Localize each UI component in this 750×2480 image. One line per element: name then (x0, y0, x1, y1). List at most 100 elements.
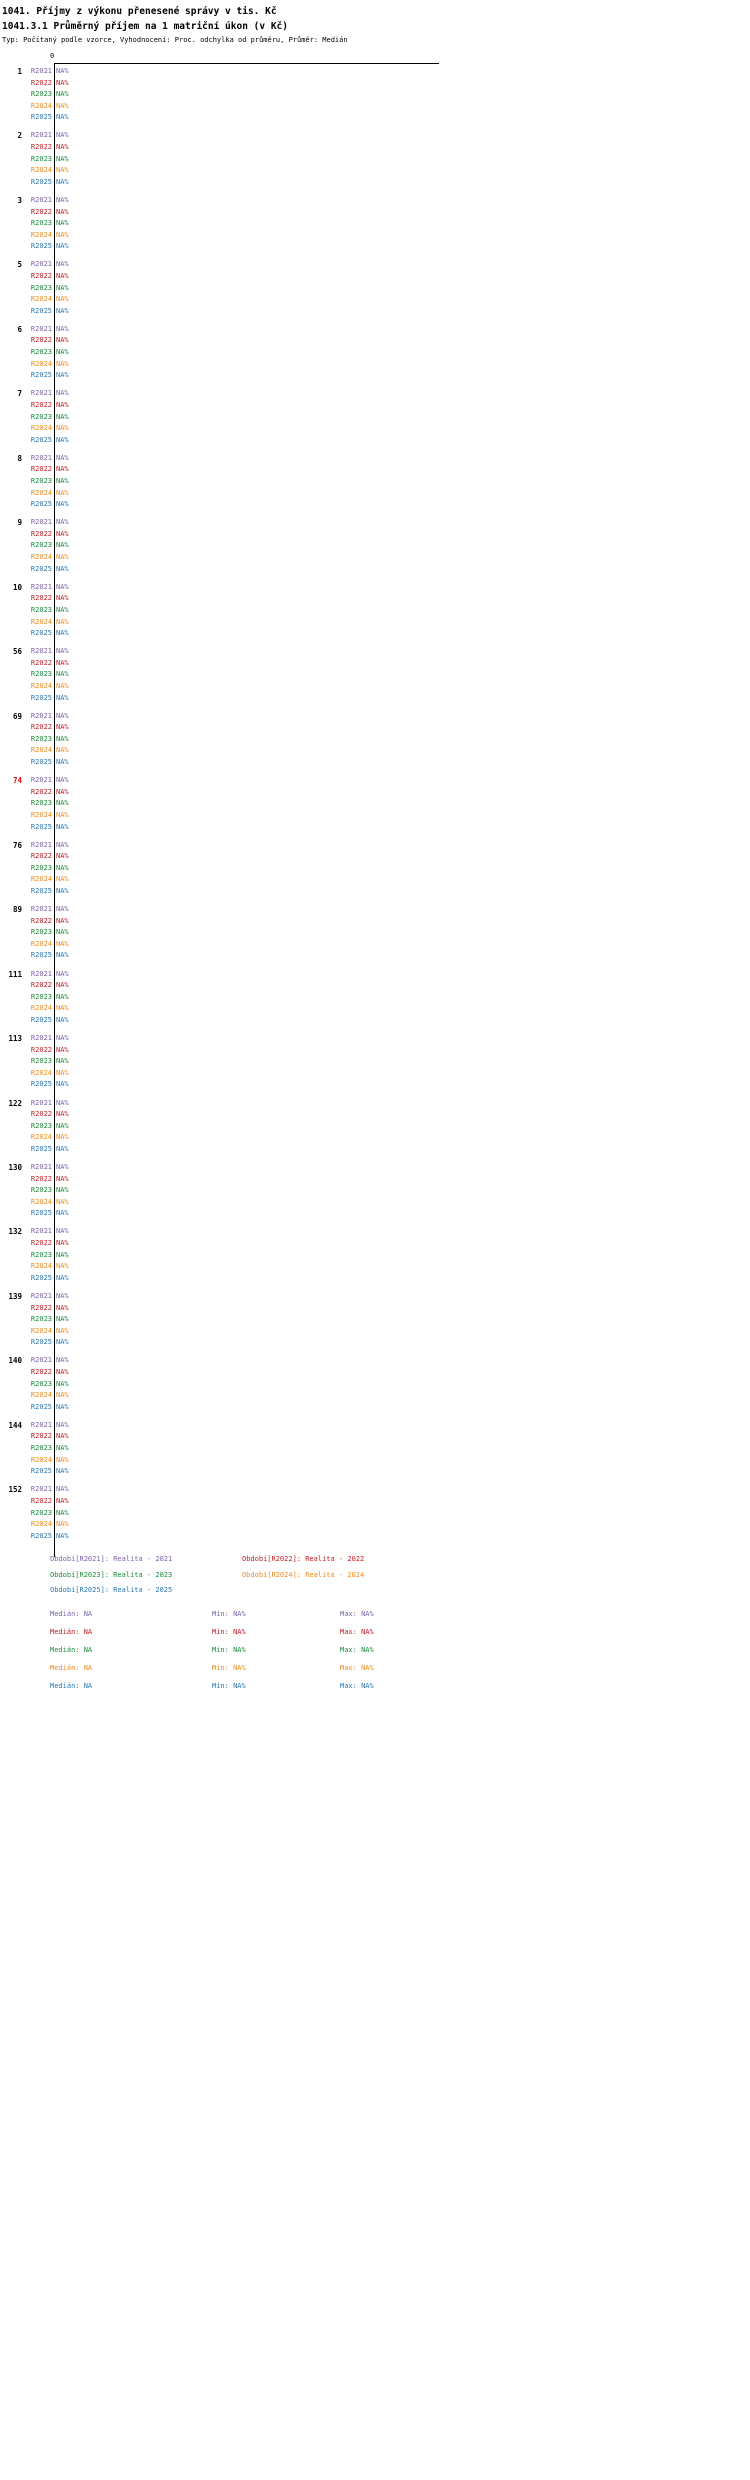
group-row[interactable]: R2025 NA% (0, 112, 750, 124)
group-row[interactable]: R2025 NA% (0, 950, 750, 962)
group-74[interactable]: 74 R2021 NA% R2022 NA% R2023 NA% R2024 NA% R2025 N… (0, 775, 750, 833)
group-140[interactable]: 140 R2021 NA% R2022 NA% R2023 NA% R2024 NA% R2025… (0, 1355, 750, 1413)
group-row[interactable]: R2023 NA% (0, 218, 750, 230)
group-row[interactable]: R2025 NA% (0, 1337, 750, 1349)
group-row[interactable]: R2025 NA% (0, 435, 750, 447)
group-row[interactable]: 5 R2021 NA% (0, 259, 750, 271)
group-row[interactable]: R2024 NA% (0, 101, 750, 113)
group-row[interactable]: 76 R2021 NA% (0, 840, 750, 852)
group-row[interactable]: R2023 NA% (0, 476, 750, 488)
group-row[interactable]: 130 R2021 NA% (0, 1162, 750, 1174)
group-row[interactable]: R2025 NA% (0, 1466, 750, 1478)
group-row[interactable]: R2023 NA% (0, 89, 750, 101)
group-row[interactable]: R2022 NA% (0, 1238, 750, 1250)
group-row[interactable]: R2023 NA% (0, 605, 750, 617)
group-row[interactable]: R2024 NA% (0, 874, 750, 886)
group-row[interactable]: R2024 NA% (0, 810, 750, 822)
group-row[interactable]: 9 R2021 NA% (0, 517, 750, 529)
group-152[interactable]: 152 R2021 NA% R2022 NA% R2023 NA% R2024 NA% R2025… (0, 1484, 750, 1542)
group-row[interactable]: R2022 NA% (0, 1045, 750, 1057)
group-row[interactable]: 139 R2021 NA% (0, 1291, 750, 1303)
group-row[interactable]: R2025 NA% (0, 1273, 750, 1285)
legend-entry[interactable]: Období[R2022]: Realita - 2022 (242, 1555, 365, 1564)
group-row[interactable]: 144 R2021 NA% (0, 1420, 750, 1432)
group-139[interactable]: 139 R2021 NA% R2022 NA% R2023 NA% R2024 NA% R2025… (0, 1291, 750, 1349)
group-111[interactable]: 111 R2021 NA% R2022 NA% R2023 NA% R2024 NA% R2025… (0, 969, 750, 1027)
group-row[interactable]: R2022 NA% (0, 207, 750, 219)
group-row[interactable]: R2024 NA% (0, 1132, 750, 1144)
group-row[interactable]: R2024 NA% (0, 294, 750, 306)
group-row[interactable]: 56 R2021 NA% (0, 646, 750, 658)
group-row[interactable]: R2023 NA% (0, 1508, 750, 1520)
group-row[interactable]: R2023 NA% (0, 863, 750, 875)
group-row[interactable]: 132 R2021 NA% (0, 1226, 750, 1238)
group-row[interactable]: R2023 NA% (0, 992, 750, 1004)
group-row[interactable]: R2022 NA% (0, 142, 750, 154)
group-row[interactable]: 89 R2021 NA% (0, 904, 750, 916)
group-6[interactable]: 6 R2021 NA% R2022 NA% R2023 NA% R2024 NA% R2025 NA… (0, 324, 750, 382)
group-56[interactable]: 56 R2021 NA% R2022 NA% R2023 NA% R2024 NA% R2025 N… (0, 646, 750, 704)
group-row[interactable]: R2024 NA% (0, 423, 750, 435)
group-row[interactable]: R2024 NA% (0, 745, 750, 757)
group-row[interactable]: R2023 NA% (0, 154, 750, 166)
group-row[interactable]: R2025 NA% (0, 693, 750, 705)
group-row[interactable]: R2025 NA% (0, 241, 750, 253)
group-row[interactable]: R2024 NA% (0, 1455, 750, 1467)
group-row[interactable]: 7 R2021 NA% (0, 388, 750, 400)
group-row[interactable]: 69 R2021 NA% (0, 711, 750, 723)
group-5[interactable]: 5 R2021 NA% R2022 NA% R2023 NA% R2024 NA% R2025 NA… (0, 259, 750, 317)
group-row[interactable]: R2023 NA% (0, 347, 750, 359)
group-row[interactable]: R2025 NA% (0, 370, 750, 382)
group-row[interactable]: R2025 NA% (0, 886, 750, 898)
group-row[interactable]: R2022 NA% (0, 1303, 750, 1315)
group-row[interactable]: 10 R2021 NA% (0, 582, 750, 594)
group-row[interactable]: R2025 NA% (0, 822, 750, 834)
group-row[interactable]: R2024 NA% (0, 939, 750, 951)
group-row[interactable]: R2024 NA% (0, 1068, 750, 1080)
group-row[interactable]: R2024 NA% (0, 617, 750, 629)
group-1[interactable]: 1 R2021 NA% R2022 NA% R2023 NA% R2024 NA% R2025 NA… (0, 66, 750, 124)
group-row[interactable]: R2024 NA% (0, 488, 750, 500)
group-3[interactable]: 3 R2021 NA% R2022 NA% R2023 NA% R2024 NA% R2025 NA… (0, 195, 750, 253)
group-row[interactable]: 74 R2021 NA% (0, 775, 750, 787)
group-row[interactable]: R2024 NA% (0, 359, 750, 371)
group-row[interactable]: R2023 NA% (0, 1056, 750, 1068)
group-row[interactable]: R2022 NA% (0, 1496, 750, 1508)
group-row[interactable]: R2022 NA% (0, 658, 750, 670)
group-9[interactable]: 9 R2021 NA% R2022 NA% R2023 NA% R2024 NA% R2025 NA… (0, 517, 750, 575)
group-132[interactable]: 132 R2021 NA% R2022 NA% R2023 NA% R2024 NA% R2025… (0, 1226, 750, 1284)
group-row[interactable]: R2023 NA% (0, 1314, 750, 1326)
group-row[interactable]: R2025 NA% (0, 1402, 750, 1414)
legend-entry[interactable]: Období[R2021]: Realita - 2021 (50, 1555, 173, 1564)
group-row[interactable]: R2023 NA% (0, 798, 750, 810)
group-130[interactable]: 130 R2021 NA% R2022 NA% R2023 NA% R2024 NA% R2025… (0, 1162, 750, 1220)
group-7[interactable]: 7 R2021 NA% R2022 NA% R2023 NA% R2024 NA% R2025 NA… (0, 388, 750, 446)
group-122[interactable]: 122 R2021 NA% R2022 NA% R2023 NA% R2024 NA% R2025… (0, 1098, 750, 1156)
group-row[interactable]: R2022 NA% (0, 593, 750, 605)
group-row[interactable]: R2023 NA% (0, 669, 750, 681)
group-row[interactable]: R2025 NA% (0, 564, 750, 576)
group-row[interactable]: 152 R2021 NA% (0, 1484, 750, 1496)
group-row[interactable]: R2022 NA% (0, 271, 750, 283)
group-row[interactable]: R2023 NA% (0, 1185, 750, 1197)
group-row[interactable]: 2 R2021 NA% (0, 130, 750, 142)
group-row[interactable]: R2022 NA% (0, 1367, 750, 1379)
group-row[interactable]: R2025 NA% (0, 499, 750, 511)
group-row[interactable]: R2023 NA% (0, 540, 750, 552)
group-row[interactable]: R2023 NA% (0, 1121, 750, 1133)
group-row[interactable]: R2022 NA% (0, 1174, 750, 1186)
group-row[interactable]: R2023 NA% (0, 412, 750, 424)
group-row[interactable]: R2022 NA% (0, 851, 750, 863)
group-row[interactable]: R2025 NA% (0, 1015, 750, 1027)
legend-entry[interactable]: Období[R2024]: Realita - 2024 (242, 1570, 365, 1579)
legend-entry[interactable]: Období[R2023]: Realita - 2023 (50, 1570, 173, 1579)
group-row[interactable]: R2023 NA% (0, 1379, 750, 1391)
group-row[interactable]: R2023 NA% (0, 927, 750, 939)
group-row[interactable]: R2025 NA% (0, 757, 750, 769)
group-row[interactable]: R2024 NA% (0, 1390, 750, 1402)
group-row[interactable]: R2024 NA% (0, 165, 750, 177)
group-row[interactable]: 3 R2021 NA% (0, 195, 750, 207)
group-row[interactable]: R2022 NA% (0, 1109, 750, 1121)
group-2[interactable]: 2 R2021 NA% R2022 NA% R2023 NA% R2024 NA% R2025 NA… (0, 130, 750, 188)
group-row[interactable]: R2025 NA% (0, 306, 750, 318)
